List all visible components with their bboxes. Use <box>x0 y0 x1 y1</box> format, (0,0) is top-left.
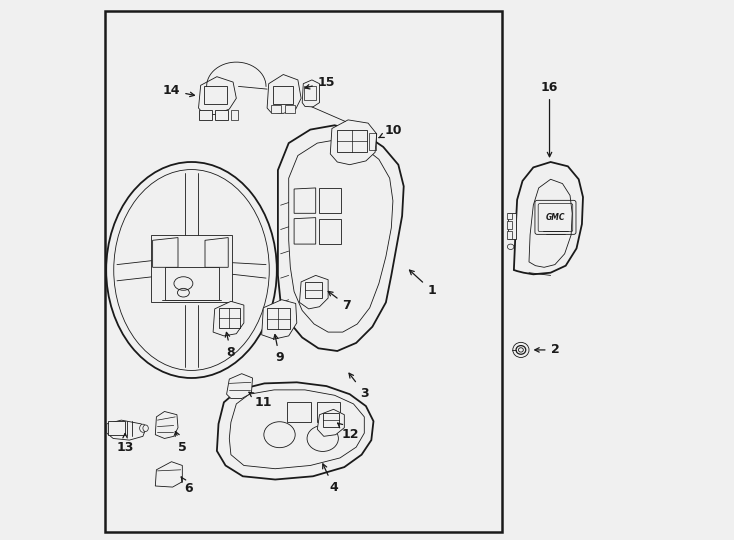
Polygon shape <box>198 77 236 114</box>
Polygon shape <box>514 162 583 274</box>
Bar <box>287 402 311 422</box>
Text: 4: 4 <box>323 464 338 494</box>
Polygon shape <box>156 411 178 438</box>
Bar <box>369 133 376 150</box>
Text: 2: 2 <box>535 343 559 356</box>
Bar <box>231 110 239 120</box>
Polygon shape <box>302 80 319 107</box>
Polygon shape <box>317 409 344 436</box>
Polygon shape <box>217 382 374 480</box>
Polygon shape <box>278 125 404 351</box>
Bar <box>509 213 516 239</box>
Polygon shape <box>227 374 252 399</box>
Bar <box>272 86 293 104</box>
Bar <box>285 105 294 113</box>
Bar <box>164 267 219 300</box>
Bar <box>338 130 367 152</box>
Bar <box>271 105 280 113</box>
Polygon shape <box>262 300 297 339</box>
Text: 11: 11 <box>249 392 272 409</box>
Text: 16: 16 <box>541 81 559 157</box>
Polygon shape <box>267 75 301 113</box>
Ellipse shape <box>143 425 148 431</box>
Text: 10: 10 <box>379 124 401 138</box>
Ellipse shape <box>264 422 295 448</box>
Text: 9: 9 <box>274 335 284 364</box>
Polygon shape <box>319 188 341 213</box>
Polygon shape <box>213 301 244 336</box>
Bar <box>305 282 322 298</box>
Text: 12: 12 <box>338 423 360 441</box>
Bar <box>507 231 512 239</box>
Ellipse shape <box>106 162 277 378</box>
Polygon shape <box>151 235 232 302</box>
Text: 8: 8 <box>225 333 235 359</box>
Polygon shape <box>156 462 182 487</box>
Bar <box>507 213 512 219</box>
Text: 1: 1 <box>410 270 436 297</box>
Ellipse shape <box>507 244 514 249</box>
Polygon shape <box>330 120 377 165</box>
Ellipse shape <box>513 342 529 357</box>
Text: GMC: GMC <box>545 213 565 222</box>
Ellipse shape <box>518 348 523 352</box>
Text: 15: 15 <box>305 76 335 89</box>
Text: 6: 6 <box>181 477 193 495</box>
Bar <box>204 86 227 104</box>
Bar <box>267 308 290 329</box>
Text: 13: 13 <box>117 434 134 454</box>
Bar <box>304 86 316 100</box>
Text: 14: 14 <box>163 84 195 97</box>
Polygon shape <box>106 420 145 440</box>
Bar <box>323 413 339 427</box>
Bar <box>317 402 340 422</box>
Text: 3: 3 <box>349 373 368 400</box>
Ellipse shape <box>307 426 338 451</box>
Bar <box>108 421 125 435</box>
Polygon shape <box>205 238 228 267</box>
Polygon shape <box>294 188 316 213</box>
Polygon shape <box>299 275 328 309</box>
Text: 5: 5 <box>175 431 186 454</box>
Bar <box>507 221 512 229</box>
Text: 7: 7 <box>328 292 351 312</box>
Bar <box>215 110 228 120</box>
Ellipse shape <box>139 424 146 432</box>
Bar <box>105 11 502 532</box>
Polygon shape <box>294 218 316 244</box>
Polygon shape <box>319 219 341 244</box>
Polygon shape <box>153 238 178 267</box>
Bar <box>219 308 240 328</box>
Bar <box>198 110 212 120</box>
